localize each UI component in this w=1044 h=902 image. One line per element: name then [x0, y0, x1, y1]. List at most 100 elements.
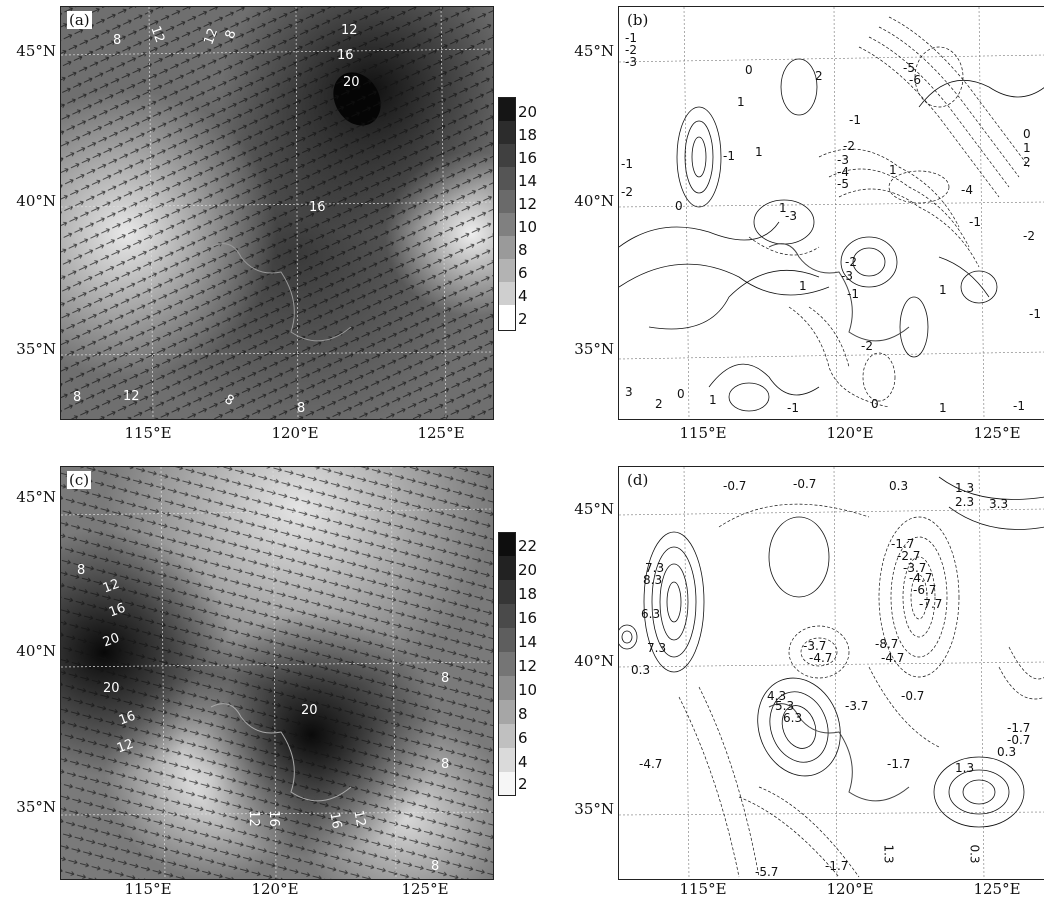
colorbar-tick: 20	[518, 561, 538, 579]
lat-label: 40°N	[574, 192, 614, 210]
contour-label: -1	[847, 287, 859, 301]
panel-d-svg	[619, 467, 1044, 879]
contour-label: 16	[116, 708, 138, 729]
lat-label: 45°N	[16, 488, 56, 506]
contour-label: 0	[745, 63, 753, 77]
contour-label: 7.3	[645, 561, 665, 575]
contour-label: -1.7	[891, 537, 915, 551]
contour-label: 20	[301, 703, 318, 718]
contour-label: -3	[841, 269, 853, 283]
contour-label: 0.3	[631, 663, 651, 677]
panel-d-label: (d)	[625, 471, 651, 489]
contour-label: 2	[815, 69, 823, 83]
contour-label: 1	[737, 95, 745, 109]
panel-a-svg	[61, 7, 493, 419]
contour-label: -5.7	[755, 865, 779, 879]
contour-label: -2	[845, 255, 857, 269]
contour-label: 20	[103, 681, 120, 696]
panel-b-contour-labels: -1 -2 -3 0 2 1 -5 -6 -1 -2 -3 -4 -5 0 1 …	[619, 7, 1044, 419]
contour-label: -4	[961, 183, 973, 197]
colorbar-tick: 8	[518, 241, 528, 259]
lon-label: 125°E	[973, 880, 1021, 898]
contour-label: -2	[625, 43, 637, 57]
contour-label: 8	[297, 401, 306, 416]
contour-label: 7.3	[647, 641, 667, 655]
contour-label: 8	[441, 757, 450, 772]
contour-label: -1.7	[887, 757, 911, 771]
contour-label: 2.3	[955, 495, 975, 509]
contour-label: 16	[265, 810, 281, 827]
panel-a-contour-labels: 12 16 20 16 12 12 8 8 8 12 8 8	[61, 7, 493, 419]
contour-label: 1	[889, 163, 897, 177]
contour-label: 12	[341, 23, 358, 38]
colorbar-tick: 6	[518, 264, 528, 282]
colorbar-tick: 22	[518, 537, 538, 555]
contour-label: -1	[849, 113, 861, 127]
contour-label: -4	[837, 165, 849, 179]
contour-label: -0.7	[901, 689, 925, 703]
colorbar-tick: 8	[518, 705, 528, 723]
contour-label: 2	[655, 397, 663, 411]
panel-a-label: (a)	[67, 11, 92, 29]
contour-label: 8	[221, 391, 237, 410]
panel-d-contour-labels: -0.7 -0.7 0.3 1.3 2.3 3.3 7.3 8.3 6.3 7.…	[619, 467, 1044, 879]
contour-label: 5.3	[775, 699, 795, 713]
contour-label: -1	[723, 149, 735, 163]
contour-label: -3.7	[803, 639, 827, 653]
contour-label: 16	[326, 811, 345, 830]
contour-label: 12	[123, 389, 140, 404]
contour-label: 1	[799, 279, 807, 293]
panel-c-svg	[61, 467, 493, 879]
panel-a-map: (a) 12 16 20 16 12 12 8 8 8 12 8 8	[60, 6, 494, 420]
lat-label: 40°N	[16, 642, 56, 660]
contour-label: 20	[343, 75, 360, 90]
lat-label: 45°N	[16, 42, 56, 60]
contour-label: -3	[785, 209, 797, 223]
colorbar-tick: 4	[518, 753, 528, 771]
lat-label: 35°N	[574, 340, 614, 358]
contour-label: 1	[709, 393, 717, 407]
contour-label: -5	[837, 177, 849, 191]
contour-label: -7.7	[919, 597, 943, 611]
contour-label: 3.3	[989, 497, 1009, 511]
colorbar-tick: 10	[518, 218, 538, 236]
contour-label: -0.7	[1007, 733, 1031, 747]
colorbar-tick: 6	[518, 729, 528, 747]
contour-label: -3	[625, 55, 637, 69]
colorbar-tick: 14	[518, 172, 538, 190]
contour-label: 2	[1023, 155, 1031, 169]
contour-label: 8	[73, 390, 82, 405]
contour-label: -1	[621, 157, 633, 171]
panel-b-label: (b)	[625, 11, 651, 29]
lon-label: 120°E	[271, 424, 319, 442]
contour-label: -0.7	[723, 479, 747, 493]
contour-label: 12	[147, 24, 168, 45]
colorbar-tick: 20	[518, 103, 538, 121]
lat-label: 35°N	[16, 798, 56, 816]
contour-label: 12	[201, 26, 222, 47]
contour-label: 12	[114, 736, 136, 757]
panel-c-label: (c)	[67, 471, 92, 489]
contour-label: 3	[625, 385, 633, 399]
contour-label: -1	[1029, 307, 1041, 321]
contour-label: -3	[837, 153, 849, 167]
lon-label: 115°E	[679, 880, 727, 898]
lat-label: 35°N	[574, 800, 614, 818]
contour-label: 1	[1023, 141, 1031, 155]
contour-label: -1.7	[1007, 721, 1031, 735]
contour-label: 16	[106, 600, 128, 621]
contour-label: 1.3	[881, 844, 896, 864]
contour-label: 8	[222, 28, 240, 41]
colorbar-tick: 14	[518, 633, 538, 651]
contour-label: 16	[337, 48, 354, 63]
lon-label: 125°E	[401, 880, 449, 898]
colorbar-tick: 18	[518, 126, 538, 144]
contour-label: 0.3	[997, 745, 1017, 759]
lon-label: 125°E	[973, 424, 1021, 442]
lat-label: 35°N	[16, 340, 56, 358]
contour-label: 0.3	[967, 844, 982, 864]
contour-label: -5	[903, 61, 915, 75]
contour-label: 12	[100, 576, 122, 597]
panel-a-colorbar	[498, 97, 516, 331]
colorbar-tick: 16	[518, 609, 538, 627]
